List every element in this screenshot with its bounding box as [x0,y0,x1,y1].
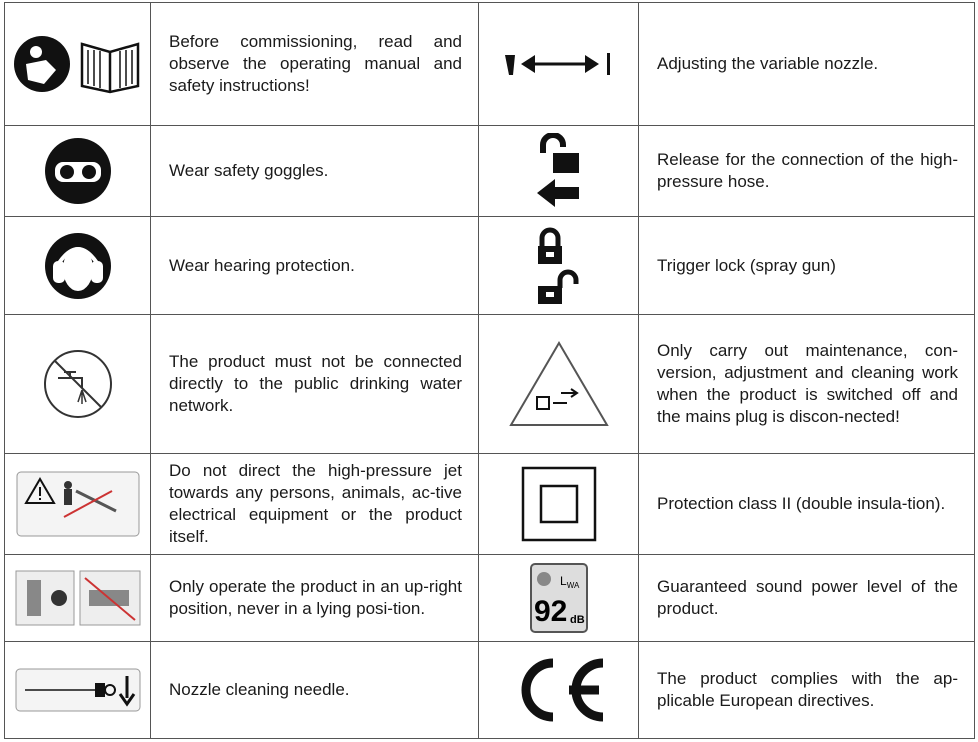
icon-cell [478,2,639,126]
sound-symbol-letter: L [560,574,567,588]
icon-cell [4,216,151,315]
description: Before commissioning, read and observe t… [150,2,479,126]
ce-icon [521,658,603,722]
description: Wear hearing protection. [150,216,479,315]
class-ii-icon [521,466,596,542]
sound-symbol-subscript: WA [566,581,579,590]
table-row: The product must not be connected direct… [4,314,975,454]
description: Nozzle cleaning needle. [150,641,479,739]
table-row: Before commissioning, read and observe t… [4,2,975,126]
description: Trigger lock (spray gun) [638,216,975,315]
description: Only carry out maintenance, con-version,… [638,314,975,454]
icon-cell [4,453,151,555]
table-row: Wear safety goggles. Release for the con… [4,125,975,217]
sound-symbol: LWA [560,574,580,590]
needle-icon [15,668,140,712]
icon-cell [478,641,639,739]
icon-cell [4,125,151,217]
table-row: Only operate the product in an up-right … [4,554,975,642]
description: Do not direct the high-pressure jet towa… [150,453,479,555]
icon-cell [478,125,639,217]
icon-cell [478,453,639,555]
icon-cell [4,314,151,454]
description: Only operate the product in an up-right … [150,554,479,642]
description: The product complies with the ap-plicabl… [638,641,975,739]
table-row: Nozzle cleaning needle. The product comp… [4,641,975,739]
table-row: Wear hearing protection. Trigger lock (s… [4,216,975,315]
table-row: Do not direct the high-pressure jet towa… [4,453,975,555]
nozzle-adjust-icon [504,53,610,75]
description: Protection class II (double insula-tion)… [638,453,975,555]
upright-icon [15,570,140,626]
icon-cell: LWA 92 dB [478,554,639,642]
description: Adjusting the variable nozzle. [638,2,975,126]
goggles-icon [44,138,111,204]
release-icon [536,133,579,207]
sound-unit: dB [570,614,585,626]
description: Release for the connection of the high-p… [638,125,975,217]
icon-cell [4,641,151,739]
icon-cell [478,314,639,454]
icon-cell [478,216,639,315]
sound-value: 92 [534,595,567,628]
description: Guaranteed sound power level of the prod… [638,554,975,642]
manual-icon [13,36,139,94]
no-jet-icon [16,471,139,537]
unplug-warning-icon [508,341,609,426]
description: Wear safety goggles. [150,125,479,217]
symbol-table: Before commissioning, read and observe t… [4,2,975,739]
no-drinking-water-icon [43,350,112,418]
icon-cell [4,554,151,642]
description: The product must not be connected direct… [150,314,479,454]
icon-cell [4,2,151,126]
hearing-icon [44,232,111,299]
sound-level-icon: LWA 92 dB [529,563,588,633]
trigger-lock-icon [537,227,578,304]
